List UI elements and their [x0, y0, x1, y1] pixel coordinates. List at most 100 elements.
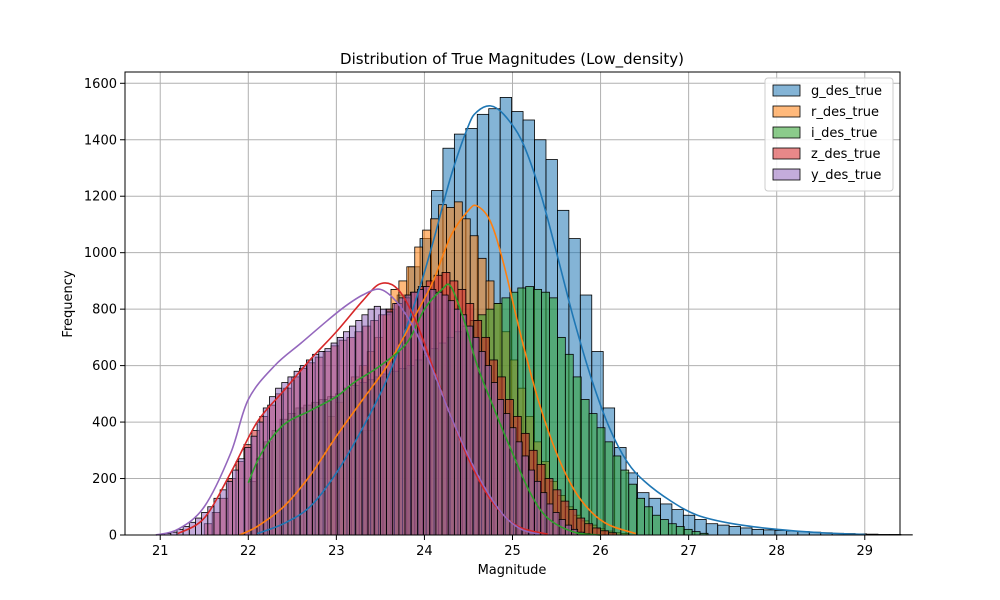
series-y_des_true — [164, 286, 591, 536]
histogram-bar — [293, 370, 301, 536]
legend-item: r_des_true — [772, 105, 879, 120]
kde-line-z_des_true — [177, 282, 548, 535]
y-tick-label: 1600 — [84, 77, 117, 92]
legend-item: i_des_true — [772, 126, 877, 141]
histogram-bar — [728, 526, 741, 536]
axis-ticks: 21 22 23 24 25 26 27 28 29 0 200 400 600 800 1000 1200 1… — [84, 77, 873, 559]
histogram-bar — [219, 489, 227, 536]
histogram-bar — [435, 291, 443, 536]
legend-label: i_des_true — [811, 126, 877, 141]
histogram-bar — [355, 320, 363, 536]
histogram-bar — [660, 519, 669, 536]
histogram-bar — [717, 524, 730, 536]
histogram-bar — [515, 441, 523, 536]
histogram-bar — [453, 308, 461, 536]
histogram-bar — [423, 286, 431, 536]
histogram-bar — [667, 523, 677, 536]
legend-swatch — [772, 168, 801, 181]
kde-line-r_des_true — [239, 204, 637, 536]
y-tick-label: 600 — [92, 359, 117, 374]
histogram-bar — [312, 353, 320, 536]
x-tick-label: 28 — [768, 544, 785, 559]
kde-line-i_des_true — [247, 283, 601, 536]
x-tick-label: 25 — [504, 544, 521, 559]
x-tick-label: 23 — [328, 544, 345, 559]
histogram-bar — [281, 382, 289, 536]
histogram-bar — [620, 469, 630, 536]
y-tick-label: 1400 — [84, 133, 117, 148]
histogram-bar — [367, 308, 375, 536]
x-tick-label: 29 — [856, 544, 873, 559]
histogram-bar — [318, 351, 326, 536]
histogram-bar — [460, 314, 468, 536]
histogram-bar — [386, 311, 394, 536]
kde-line-g_des_true — [256, 105, 865, 536]
histogram-bar — [343, 331, 350, 536]
histogram-bar — [612, 455, 622, 536]
legend-label: z_des_true — [811, 147, 881, 162]
x-tick-label: 24 — [416, 544, 433, 559]
histogram-bar — [250, 435, 258, 536]
histogram-bar — [262, 407, 270, 536]
legend: g_des_true r_des_true i_des_true z_des_true… — [764, 77, 894, 192]
histogram-bar — [580, 399, 590, 536]
histogram-bar — [213, 497, 221, 536]
legend-label: g_des_true — [811, 84, 882, 99]
y-tick-label: 800 — [92, 303, 117, 318]
histogram-bar — [774, 530, 787, 536]
y-tick-label: 400 — [92, 416, 117, 431]
y-tick-label: 1000 — [84, 246, 117, 261]
histogram-bar — [652, 514, 661, 536]
histogram-bar — [392, 303, 400, 536]
histogram-bar — [675, 526, 685, 536]
histogram-bar — [336, 336, 344, 536]
x-tick-label: 26 — [592, 544, 609, 559]
histogram-bar — [683, 528, 693, 536]
y-tick-label: 0 — [109, 529, 117, 544]
histogram-bar — [238, 458, 246, 536]
legend-label: y_des_true — [811, 168, 881, 183]
legend-swatch — [772, 126, 801, 139]
histogram-bar — [628, 483, 638, 536]
x-tick-label: 22 — [240, 544, 257, 559]
histogram-bar — [466, 325, 474, 536]
histogram-bar — [225, 480, 233, 536]
histogram-bar — [604, 441, 614, 536]
legend-item: z_des_true — [772, 147, 881, 162]
histogram-bar — [429, 288, 437, 536]
histogram-bar — [636, 497, 646, 536]
histogram-bar — [600, 530, 609, 536]
histogram-bar — [324, 348, 332, 536]
legend-swatch — [772, 147, 801, 160]
histogram-bar — [349, 325, 357, 536]
histogram-bar — [509, 427, 517, 536]
legend-item: g_des_true — [772, 84, 882, 99]
histogram-bar — [527, 469, 535, 536]
histogram-bar — [751, 528, 764, 536]
x-tick-label: 27 — [680, 544, 697, 559]
histogram-bar — [379, 308, 387, 536]
legend-swatch — [772, 105, 801, 118]
chart-title: Distribution of True Magnitudes (Low_den… — [340, 50, 684, 69]
histogram-bar — [441, 294, 449, 536]
x-axis-label: Magnitude — [478, 563, 547, 578]
histogram-bar — [691, 531, 701, 536]
y-tick-label: 1200 — [84, 190, 117, 205]
histogram-bar — [763, 529, 776, 536]
x-tick-label: 21 — [152, 544, 169, 559]
kde-curves — [155, 105, 865, 536]
histogram-bar — [232, 469, 240, 536]
y-axis-label: Frequency — [61, 270, 76, 337]
legend-swatch — [772, 84, 801, 97]
legend-item: y_des_true — [772, 168, 881, 183]
y-tick-label: 200 — [92, 472, 117, 487]
histogram-bar — [256, 421, 264, 536]
legend-label: r_des_true — [811, 105, 879, 120]
kde-line-y_des_true — [155, 288, 540, 536]
histogram-bar — [644, 506, 653, 536]
histogram-bar — [740, 527, 753, 536]
histogram-bar — [287, 376, 295, 536]
histogram-bar — [373, 305, 381, 536]
histogram-bar — [244, 447, 252, 536]
